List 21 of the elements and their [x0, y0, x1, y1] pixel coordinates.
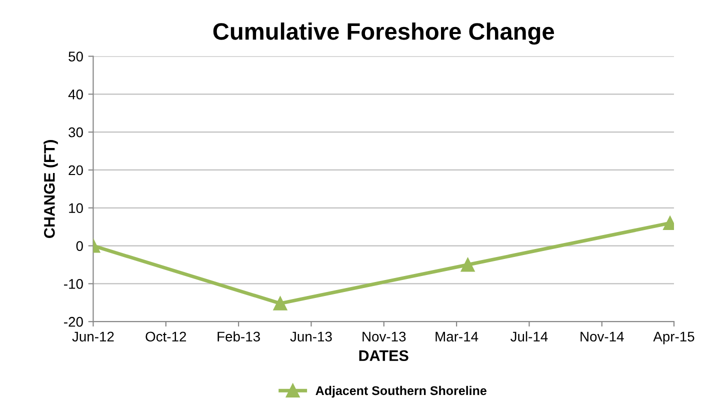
x-tick-label: Mar-14 — [436, 332, 478, 342]
y-tick-label: -20 — [64, 316, 83, 327]
x-tick-label: Apr-15 — [653, 332, 694, 344]
x-tick-label: Feb-13 — [218, 331, 260, 342]
x-tick-label: Jun-12 — [72, 332, 114, 342]
chart-title: Cumulative Foreshore Change — [213, 22, 554, 45]
y-tick-label: 10 — [69, 203, 83, 214]
y-tick-label: 20 — [68, 165, 83, 176]
y-axis-title: CHANGE (FT) — [44, 140, 58, 238]
y-tick-label: 40 — [68, 90, 83, 100]
x-tick-label: Nov-14 — [580, 332, 624, 342]
x-tick-label: Oct-12 — [146, 332, 186, 342]
y-tick-label: 0 — [76, 241, 83, 251]
legend-label: Adjacent Southern Shoreline — [316, 386, 486, 398]
y-tick-label: 30 — [68, 127, 83, 138]
y-tick-label: -10 — [64, 279, 83, 289]
x-tick-label: Nov-13 — [362, 332, 406, 342]
x-axis-title: DATES — [359, 350, 408, 362]
x-tick-label: Jul-14 — [510, 331, 548, 342]
x-tick-label: Jun-13 — [290, 332, 332, 342]
y-tick-label: 50 — [68, 52, 83, 62]
